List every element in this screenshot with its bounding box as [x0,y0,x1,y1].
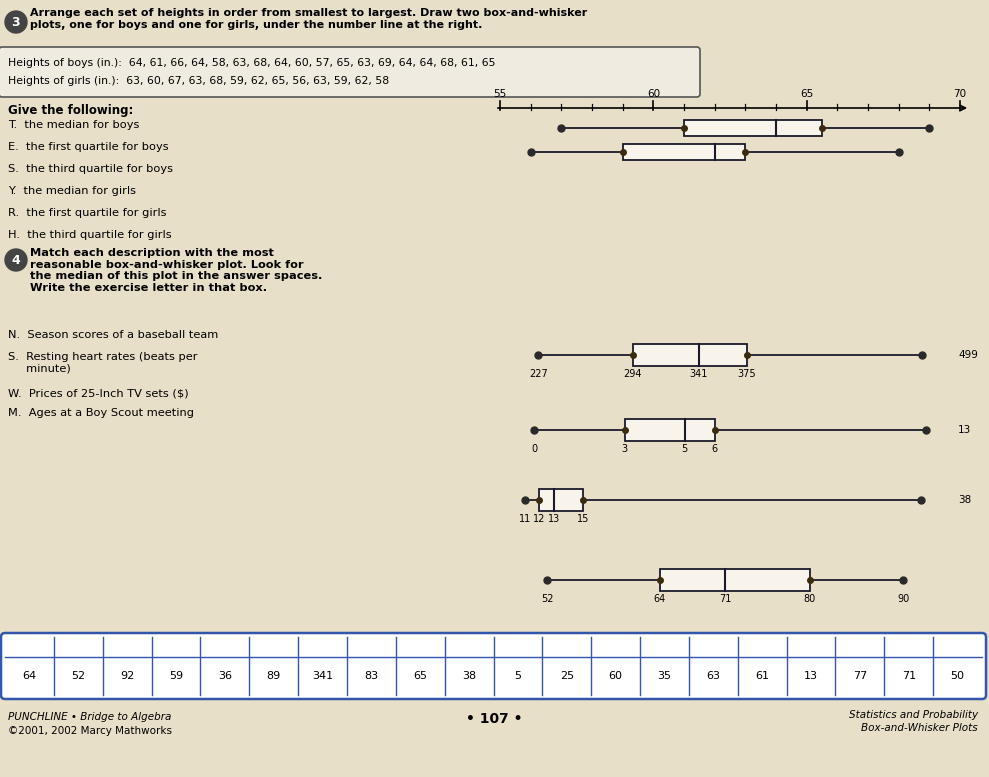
Text: 92: 92 [120,671,135,681]
Bar [633,344,747,366]
Text: 60: 60 [647,89,660,99]
Text: 36: 36 [218,671,231,681]
Text: 12: 12 [533,514,546,524]
Text: 71: 71 [719,594,732,604]
Text: 52: 52 [71,671,85,681]
Text: Statistics and Probability: Statistics and Probability [849,710,978,720]
Text: 375: 375 [738,369,757,379]
Text: 5: 5 [514,671,521,681]
Text: 70: 70 [953,89,966,99]
Text: 50: 50 [950,671,964,681]
Text: 59: 59 [169,671,183,681]
Text: 4: 4 [12,253,21,267]
Text: 13: 13 [548,514,560,524]
Text: H.  the third quartile for girls: H. the third quartile for girls [8,230,172,240]
Text: Box-and-Whisker Plots: Box-and-Whisker Plots [861,723,978,733]
Text: Match each description with the most
reasonable box-and-whisker plot. Look for
t: Match each description with the most rea… [30,248,322,293]
Text: T.  the median for boys: T. the median for boys [8,120,139,130]
Text: 6: 6 [712,444,718,454]
Text: Heights of boys (in.):  64, 61, 66, 64, 58, 63, 68, 64, 60, 57, 65, 63, 69, 64, : Heights of boys (in.): 64, 61, 66, 64, 5… [8,58,495,68]
FancyBboxPatch shape [0,47,700,97]
Text: PUNCHLINE • Bridge to Algebra: PUNCHLINE • Bridge to Algebra [8,712,171,722]
Circle shape [5,11,27,33]
Text: 80: 80 [803,594,816,604]
FancyBboxPatch shape [1,633,986,699]
Text: 11: 11 [518,514,531,524]
Text: 83: 83 [364,671,379,681]
Text: 3: 3 [621,444,628,454]
Circle shape [5,249,27,271]
Text: 13: 13 [958,425,971,435]
Text: 3: 3 [12,16,21,29]
Text: ©2001, 2002 Marcy Mathworks: ©2001, 2002 Marcy Mathworks [8,726,172,736]
Text: 52: 52 [541,594,554,604]
Text: 15: 15 [578,514,589,524]
Text: 38: 38 [958,495,971,505]
Text: 35: 35 [658,671,672,681]
Text: 499: 499 [958,350,978,360]
Text: 341: 341 [689,369,708,379]
Text: 55: 55 [494,89,506,99]
Bar [539,489,584,511]
Text: N.  Season scores of a baseball team: N. Season scores of a baseball team [8,330,219,340]
Bar [684,120,822,136]
Text: 90: 90 [897,594,909,604]
Bar [623,144,746,160]
Text: 25: 25 [560,671,574,681]
Text: Give the following:: Give the following: [8,104,134,117]
Bar [660,569,810,591]
Text: 13: 13 [804,671,818,681]
Text: 341: 341 [312,671,333,681]
Text: 5: 5 [681,444,688,454]
Text: 0: 0 [531,444,537,454]
Text: 227: 227 [529,369,548,379]
Text: Arrange each set of heights in order from smallest to largest. Draw two box-and-: Arrange each set of heights in order fro… [30,8,587,30]
Text: R.  the first quartile for girls: R. the first quartile for girls [8,208,166,218]
Text: W.  Prices of 25-Inch TV sets ($): W. Prices of 25-Inch TV sets ($) [8,388,189,398]
Text: 64: 64 [23,671,37,681]
Text: S.  Resting heart rates (beats per
     minute): S. Resting heart rates (beats per minute… [8,352,198,374]
Text: 60: 60 [608,671,623,681]
Text: 63: 63 [706,671,720,681]
Text: E.  the first quartile for boys: E. the first quartile for boys [8,142,169,152]
Text: 71: 71 [902,671,916,681]
Text: Heights of girls (in.):  63, 60, 67, 63, 68, 59, 62, 65, 56, 63, 59, 62, 58: Heights of girls (in.): 63, 60, 67, 63, … [8,76,389,86]
Text: 38: 38 [462,671,476,681]
Text: 64: 64 [654,594,666,604]
Text: 294: 294 [623,369,642,379]
Text: 65: 65 [800,89,813,99]
Text: 65: 65 [413,671,427,681]
Bar [624,419,715,441]
Text: M.  Ages at a Boy Scout meeting: M. Ages at a Boy Scout meeting [8,408,194,418]
Text: 77: 77 [853,671,867,681]
Text: S.  the third quartile for boys: S. the third quartile for boys [8,164,173,174]
Text: Y.  the median for girls: Y. the median for girls [8,186,136,196]
Text: • 107 •: • 107 • [466,712,522,726]
Text: 61: 61 [756,671,769,681]
Text: 89: 89 [267,671,281,681]
